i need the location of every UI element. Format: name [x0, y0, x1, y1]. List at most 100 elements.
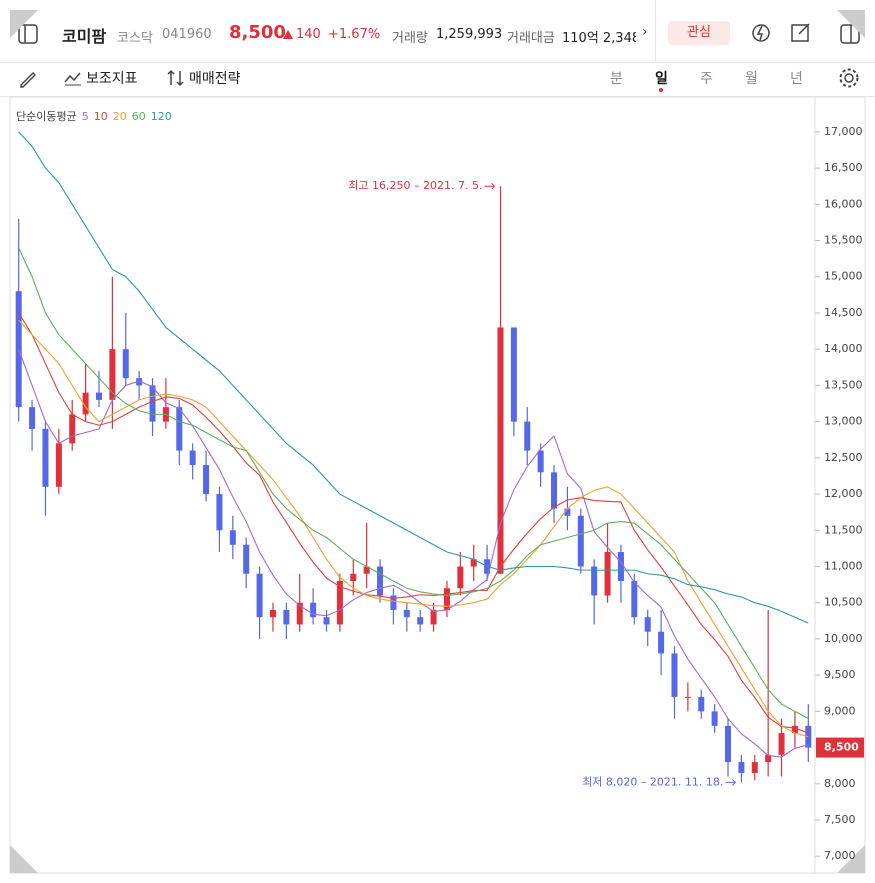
annotation-arrow — [484, 182, 496, 190]
candle-body — [604, 552, 611, 596]
candle-body — [671, 653, 678, 697]
y-tick-label: 15,500 — [824, 234, 863, 247]
y-tick-label: 9,500 — [824, 668, 856, 681]
y-tick-label: 16,500 — [824, 161, 863, 174]
settings-icon[interactable] — [838, 67, 860, 89]
legend-title: 단순이동평균 — [16, 110, 77, 123]
candle-body — [617, 552, 624, 581]
legend: 단순이동평균 5 10 20 60 120 — [16, 108, 172, 124]
draw-icon[interactable] — [18, 68, 38, 88]
candle-body — [243, 544, 250, 574]
strategy-button[interactable]: 매매전략 — [189, 71, 241, 87]
ma-line — [18, 131, 809, 624]
candle-body — [631, 580, 638, 618]
candle-body — [698, 696, 705, 712]
indicator-icon[interactable] — [64, 69, 82, 87]
y-tick-label: 17,000 — [824, 125, 863, 138]
panel-icon-right[interactable] — [840, 24, 860, 44]
ma-line — [18, 312, 809, 734]
y-tick-label: 8,000 — [824, 777, 856, 790]
legend-entry: 60 — [131, 110, 146, 123]
candle-body — [109, 349, 116, 400]
annotation: 최고 16,250 – 2021. 7. 5. — [348, 179, 482, 192]
candle-body — [457, 566, 464, 589]
candle-body — [711, 711, 718, 726]
legend-entry: 20 — [112, 110, 127, 123]
legend-entry: 120 — [150, 110, 172, 123]
candle-body — [778, 733, 785, 755]
candle-body — [403, 609, 410, 618]
candle-body — [430, 609, 437, 625]
candle-body — [497, 327, 504, 574]
candle-body — [510, 327, 517, 422]
candle-body — [323, 617, 330, 625]
candle-body — [524, 421, 531, 451]
current-price-tag — [816, 737, 864, 758]
candle-body — [658, 631, 665, 654]
period-tab[interactable]: 일 — [655, 71, 668, 87]
annotation-arrow — [725, 778, 737, 786]
candle-body — [336, 580, 343, 625]
edit-icon[interactable] — [790, 22, 812, 44]
flash-icon[interactable] — [750, 22, 772, 44]
candle-body — [765, 754, 772, 763]
y-tick-label: 15,000 — [824, 270, 863, 283]
y-tick-label: 16,000 — [824, 197, 863, 210]
period-tab[interactable]: 분 — [610, 71, 623, 87]
y-tick-label: 13,000 — [824, 415, 863, 428]
candle-body — [591, 566, 598, 596]
code: 041960 — [162, 27, 212, 42]
candle-body — [149, 385, 156, 422]
candle-body — [377, 566, 384, 596]
y-tick-label: 10,500 — [824, 596, 863, 609]
divider — [655, 0, 656, 62]
candle-body — [69, 414, 76, 444]
period-tab[interactable]: 주 — [700, 71, 713, 87]
indicator-button[interactable]: 보조지표 — [86, 71, 138, 87]
candle-body — [725, 725, 732, 763]
candle-body — [189, 450, 196, 466]
y-tick-label: 11,500 — [824, 523, 863, 536]
candle-body — [350, 573, 357, 581]
ma-line — [18, 348, 809, 758]
candle-body — [122, 349, 129, 379]
candle-body — [55, 443, 62, 487]
change-rate: +1.67% — [328, 27, 381, 42]
y-tick-label: 13,500 — [824, 378, 863, 391]
candle-body — [470, 559, 477, 567]
strategy-icon[interactable] — [167, 69, 185, 87]
candle-body — [203, 465, 210, 495]
annotation: 최저 8,020 – 2021. 11. 18. — [582, 775, 723, 788]
frame — [9, 96, 866, 874]
candle-body — [29, 407, 36, 429]
price: 8,500 — [229, 22, 286, 43]
candle-body — [283, 609, 290, 625]
candle-body — [363, 566, 370, 574]
candle-body — [42, 428, 49, 487]
y-tick-label: 7,000 — [824, 849, 856, 862]
period-tab[interactable]: 월 — [745, 71, 758, 87]
y-tick-label: 12,000 — [824, 487, 863, 500]
volume: 1,259,993 — [436, 27, 503, 42]
active-dot — [659, 88, 663, 92]
stock-name: 코미팜 — [62, 27, 107, 46]
period-tab[interactable]: 년 — [790, 71, 803, 87]
y-tick-label: 11,000 — [824, 559, 863, 572]
more[interactable]: › — [642, 24, 648, 40]
candle-body — [256, 573, 263, 618]
candle-body — [216, 494, 223, 531]
watch-button[interactable]: 관심 — [668, 21, 730, 45]
candle-body — [95, 392, 102, 400]
candle-body — [229, 530, 236, 545]
candle-body — [310, 602, 317, 618]
candle-body — [296, 602, 303, 625]
candle-body — [684, 696, 691, 698]
up-arrow — [283, 30, 293, 39]
y-tick-label: 9,000 — [824, 704, 856, 717]
change: 140 — [296, 27, 321, 42]
current-price-label: 8,500 — [824, 741, 859, 754]
panel-icon[interactable] — [18, 24, 38, 44]
corner-marks — [10, 10, 865, 873]
legend-entry: 5 — [81, 110, 89, 123]
